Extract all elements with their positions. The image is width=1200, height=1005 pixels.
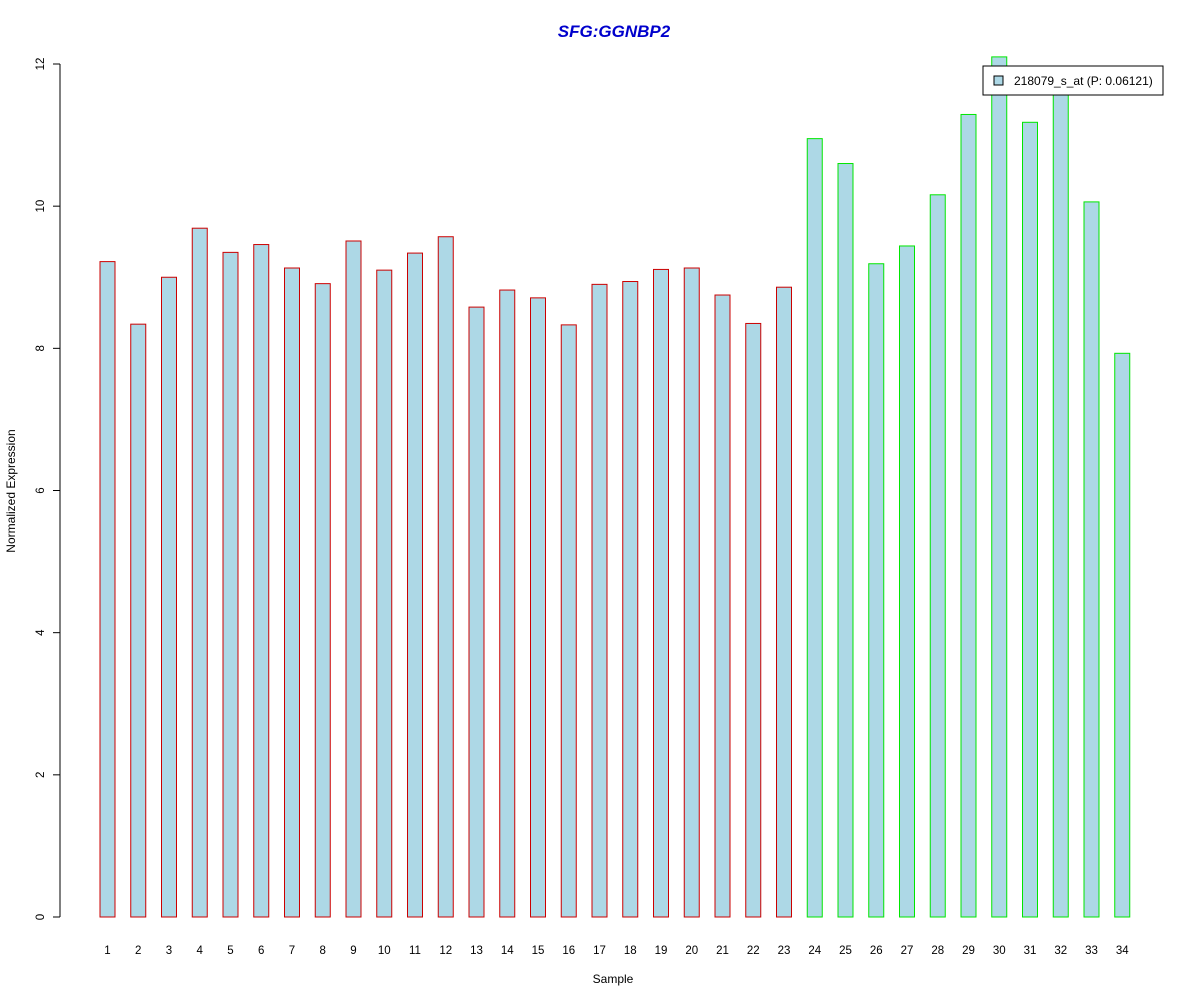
- y-tick-label: 2: [35, 772, 47, 778]
- bar-sample-29: [960, 113, 977, 918]
- bar-sample-17: [591, 283, 608, 918]
- x-tick-label: 6: [258, 945, 264, 957]
- bar-sample-5: [222, 251, 239, 918]
- x-tick-label: 33: [1085, 945, 1098, 957]
- bar-sample-16: [560, 324, 577, 918]
- bar-sample-22: [745, 322, 762, 918]
- y-tick-label: 6: [35, 487, 47, 493]
- bar-sample-6: [253, 244, 270, 918]
- bar-sample-31: [1022, 121, 1038, 918]
- bar-sample-18: [622, 281, 639, 918]
- x-tick-label: 16: [562, 945, 575, 957]
- bar-sample-8: [314, 283, 331, 918]
- x-tick-label: 29: [962, 945, 975, 957]
- bar-sample-15: [530, 297, 546, 918]
- bar-sample-9: [345, 240, 362, 918]
- legend-box: [982, 65, 1164, 96]
- bars: [99, 56, 1131, 918]
- y-axis: 0 2 4 6 8 10 12: [35, 58, 61, 920]
- x-tick-label: 12: [439, 945, 452, 957]
- y-tick-label: 4: [35, 629, 47, 636]
- x-tick-label: 9: [350, 945, 356, 957]
- bar-sample-3: [161, 276, 177, 918]
- x-tick-label: 23: [778, 945, 791, 957]
- y-tick-label: 8: [35, 345, 47, 351]
- bar-sample-26: [868, 263, 885, 918]
- bar-sample-25: [837, 163, 854, 918]
- x-tick-label: 24: [808, 945, 821, 957]
- x-tick-label: 22: [747, 945, 760, 957]
- x-tick-label: 11: [409, 945, 421, 957]
- bar-sample-28: [929, 194, 946, 918]
- bar-sample-14: [499, 289, 516, 918]
- y-tick-label: 10: [35, 200, 47, 213]
- bar-sample-13: [468, 306, 485, 918]
- x-tick-labels: 1 2 3 4 5 6 7 8 9 10 11 12 13 14 15 16 17 18 19 20 21 22 23 24 2…: [104, 945, 1129, 957]
- x-tick-label: 17: [593, 945, 606, 957]
- chart-title: SFG:GGNBP2: [558, 22, 671, 41]
- x-tick-label: 28: [931, 945, 944, 957]
- x-tick-label: 14: [501, 945, 514, 957]
- x-tick-label: 26: [870, 945, 883, 957]
- bar-sample-27: [899, 245, 915, 918]
- x-tick-label: 13: [470, 945, 483, 957]
- x-tick-label: 19: [655, 945, 668, 957]
- bar-sample-20: [683, 267, 700, 918]
- x-tick-label: 5: [227, 945, 233, 957]
- x-tick-label: 27: [901, 945, 914, 957]
- x-tick-label: 1: [104, 945, 110, 957]
- bar-sample-32: [1052, 83, 1069, 918]
- bar-sample-4: [191, 227, 208, 918]
- bar-sample-21: [714, 294, 731, 918]
- x-tick-label: 34: [1116, 945, 1129, 957]
- x-tick-label: 2: [135, 945, 141, 957]
- y-axis-label: Normalized Expression: [4, 429, 18, 552]
- x-tick-label: 10: [378, 945, 391, 957]
- bar-sample-1: [99, 261, 116, 918]
- bar-sample-33: [1083, 201, 1100, 918]
- bar-sample-12: [437, 236, 454, 918]
- bar-sample-19: [653, 268, 669, 918]
- x-tick-label: 31: [1024, 945, 1037, 957]
- bar-sample-7: [284, 267, 300, 918]
- y-tick-label: 0: [35, 914, 47, 920]
- x-tick-label: 21: [716, 945, 729, 957]
- legend-label: 218079_s_at (P: 0.06121): [1014, 74, 1153, 88]
- x-tick-label: 20: [685, 945, 698, 957]
- x-tick-label: 32: [1054, 945, 1067, 957]
- x-axis-label: Sample: [593, 972, 634, 986]
- bar-sample-23: [776, 286, 792, 918]
- bar-sample-30: [991, 56, 1008, 918]
- bar-sample-24: [806, 138, 823, 918]
- x-tick-label: 18: [624, 945, 637, 957]
- x-tick-label: 3: [166, 945, 172, 957]
- legend-swatch: [993, 75, 1004, 86]
- x-tick-label: 4: [197, 945, 204, 957]
- y-tick-label: 12: [35, 58, 47, 71]
- x-tick-label: 15: [532, 945, 545, 957]
- bar-sample-10: [376, 269, 393, 918]
- bar-sample-34: [1114, 352, 1131, 918]
- x-tick-label: 30: [993, 945, 1006, 957]
- x-tick-label: 8: [320, 945, 326, 957]
- bar-sample-2: [130, 323, 147, 918]
- x-tick-label: 25: [839, 945, 852, 957]
- legend: 218079_s_at (P: 0.06121): [982, 65, 1164, 96]
- bar-sample-11: [407, 252, 423, 918]
- x-tick-label: 7: [289, 945, 295, 957]
